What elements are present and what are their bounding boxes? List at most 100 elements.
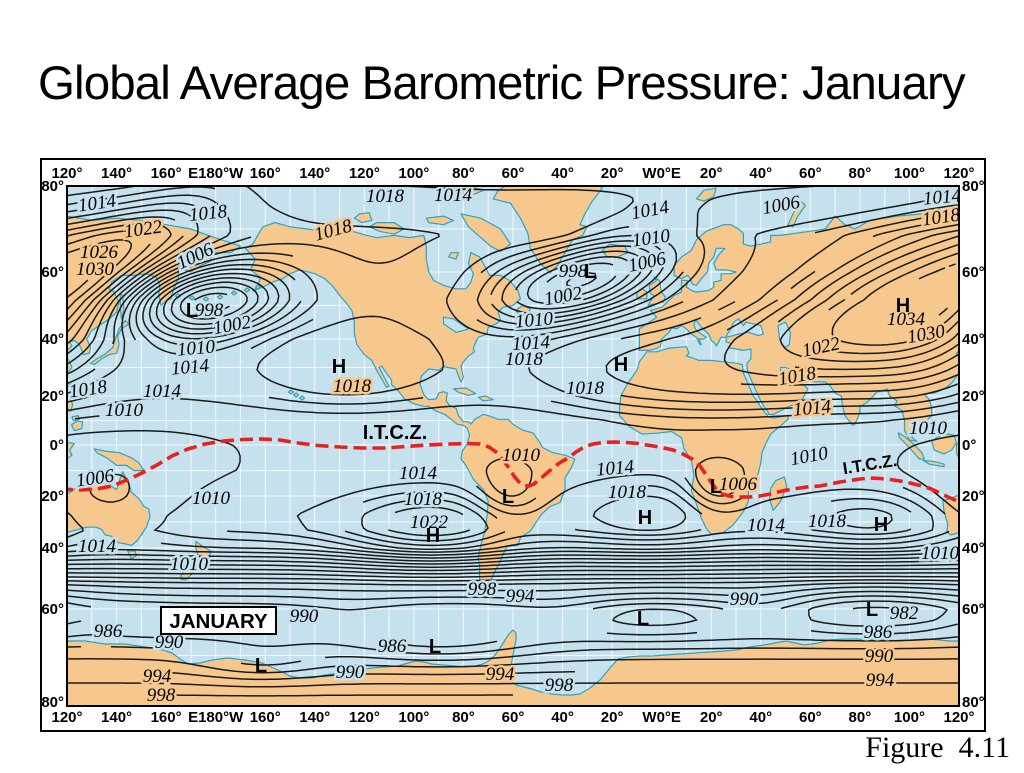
svg-text:1014: 1014 xyxy=(792,396,832,420)
svg-text:40°: 40° xyxy=(962,540,985,557)
svg-text:40°: 40° xyxy=(749,709,772,726)
svg-text:60°: 60° xyxy=(502,165,525,182)
svg-text:H: H xyxy=(874,514,888,536)
svg-text:JANUARY: JANUARY xyxy=(169,610,268,633)
svg-text:80°: 80° xyxy=(41,694,64,711)
svg-text:80°: 80° xyxy=(962,178,985,195)
svg-text:W0°E: W0°E xyxy=(642,709,681,726)
svg-text:1018: 1018 xyxy=(188,201,228,226)
svg-text:I.T.C.Z.: I.T.C.Z. xyxy=(363,422,427,444)
svg-text:998: 998 xyxy=(468,579,497,600)
svg-text:20°: 20° xyxy=(962,388,985,405)
svg-text:1018: 1018 xyxy=(505,349,544,370)
svg-text:140°: 140° xyxy=(101,165,132,182)
svg-text:40°: 40° xyxy=(749,165,772,182)
svg-text:990: 990 xyxy=(730,589,759,610)
svg-text:160°: 160° xyxy=(250,165,281,182)
svg-text:H: H xyxy=(332,356,346,378)
svg-text:H: H xyxy=(896,295,910,317)
svg-text:990: 990 xyxy=(155,632,184,653)
svg-text:40°: 40° xyxy=(551,709,574,726)
svg-text:H: H xyxy=(614,354,628,376)
svg-text:120°: 120° xyxy=(943,709,974,726)
svg-text:982: 982 xyxy=(890,603,919,624)
svg-text:1014: 1014 xyxy=(143,381,182,402)
svg-text:80°: 80° xyxy=(849,709,872,726)
svg-text:1018: 1018 xyxy=(608,482,647,503)
svg-text:1014: 1014 xyxy=(512,332,552,355)
svg-text:H: H xyxy=(638,507,652,529)
svg-text:60°: 60° xyxy=(799,709,822,726)
svg-text:1010: 1010 xyxy=(105,400,144,421)
svg-text:E180°W: E180°W xyxy=(188,165,244,182)
svg-text:1010: 1010 xyxy=(921,543,960,564)
svg-text:20°: 20° xyxy=(41,488,64,505)
svg-text:1010: 1010 xyxy=(909,418,948,439)
svg-text:60°: 60° xyxy=(799,165,822,182)
svg-text:998: 998 xyxy=(559,261,588,282)
svg-text:998: 998 xyxy=(545,675,574,696)
svg-text:60°: 60° xyxy=(41,264,64,281)
svg-text:1018: 1018 xyxy=(366,186,405,207)
svg-text:120°: 120° xyxy=(349,709,380,726)
svg-text:990: 990 xyxy=(290,606,319,627)
svg-text:1014: 1014 xyxy=(399,463,438,484)
svg-text:L: L xyxy=(186,300,198,322)
svg-text:60°: 60° xyxy=(41,601,64,618)
svg-text:100°: 100° xyxy=(894,709,925,726)
svg-text:0°: 0° xyxy=(50,437,64,454)
svg-text:1018: 1018 xyxy=(333,376,372,397)
svg-text:100°: 100° xyxy=(398,709,429,726)
svg-text:120°: 120° xyxy=(943,165,974,182)
svg-text:160°: 160° xyxy=(151,165,182,182)
svg-text:1022: 1022 xyxy=(410,512,449,533)
svg-text:140°: 140° xyxy=(101,709,132,726)
svg-text:1014: 1014 xyxy=(922,185,962,209)
svg-text:990: 990 xyxy=(336,662,365,683)
svg-text:Figure 4.11: Figure 4.11 xyxy=(865,731,1010,764)
svg-text:Global Average Barometric Pres: Global Average Barometric Pressure: Janu… xyxy=(38,57,966,110)
svg-text:1030: 1030 xyxy=(76,259,115,280)
svg-text:120°: 120° xyxy=(51,709,82,726)
svg-text:986: 986 xyxy=(864,622,893,643)
svg-text:L: L xyxy=(502,486,514,508)
svg-text:994: 994 xyxy=(143,666,172,687)
svg-text:140°: 140° xyxy=(299,165,330,182)
svg-text:20°: 20° xyxy=(601,165,624,182)
svg-text:994: 994 xyxy=(486,664,515,685)
svg-text:80°: 80° xyxy=(962,694,985,711)
svg-text:998: 998 xyxy=(195,300,224,321)
svg-text:100°: 100° xyxy=(398,165,429,182)
svg-text:1026: 1026 xyxy=(80,242,119,263)
svg-text:L: L xyxy=(637,608,649,630)
svg-text:40°: 40° xyxy=(41,331,64,348)
svg-text:1034: 1034 xyxy=(887,309,926,330)
svg-text:1010: 1010 xyxy=(514,308,554,332)
svg-text:L: L xyxy=(429,636,441,658)
svg-text:80°: 80° xyxy=(452,165,475,182)
svg-text:986: 986 xyxy=(378,636,407,657)
svg-text:40°: 40° xyxy=(962,331,985,348)
svg-text:1018: 1018 xyxy=(404,489,443,510)
svg-text:1014: 1014 xyxy=(434,185,473,206)
svg-text:1010: 1010 xyxy=(192,488,231,509)
svg-text:20°: 20° xyxy=(700,165,723,182)
svg-text:998: 998 xyxy=(147,685,176,706)
svg-text:994: 994 xyxy=(506,586,535,607)
svg-text:L: L xyxy=(866,599,878,621)
svg-text:80°: 80° xyxy=(849,165,872,182)
svg-text:1010: 1010 xyxy=(502,445,541,466)
svg-text:120°: 120° xyxy=(51,165,82,182)
svg-text:W0°E: W0°E xyxy=(642,165,681,182)
svg-text:986: 986 xyxy=(94,621,123,642)
svg-text:20°: 20° xyxy=(41,388,64,405)
svg-text:1006: 1006 xyxy=(719,474,758,495)
svg-text:160°: 160° xyxy=(250,709,281,726)
svg-text:1018: 1018 xyxy=(808,511,847,532)
svg-text:990: 990 xyxy=(865,646,894,667)
svg-text:1014: 1014 xyxy=(595,456,635,480)
svg-text:0°: 0° xyxy=(962,437,976,454)
svg-text:H: H xyxy=(426,525,440,547)
svg-text:994: 994 xyxy=(866,670,895,691)
svg-text:E180°W: E180°W xyxy=(188,709,244,726)
